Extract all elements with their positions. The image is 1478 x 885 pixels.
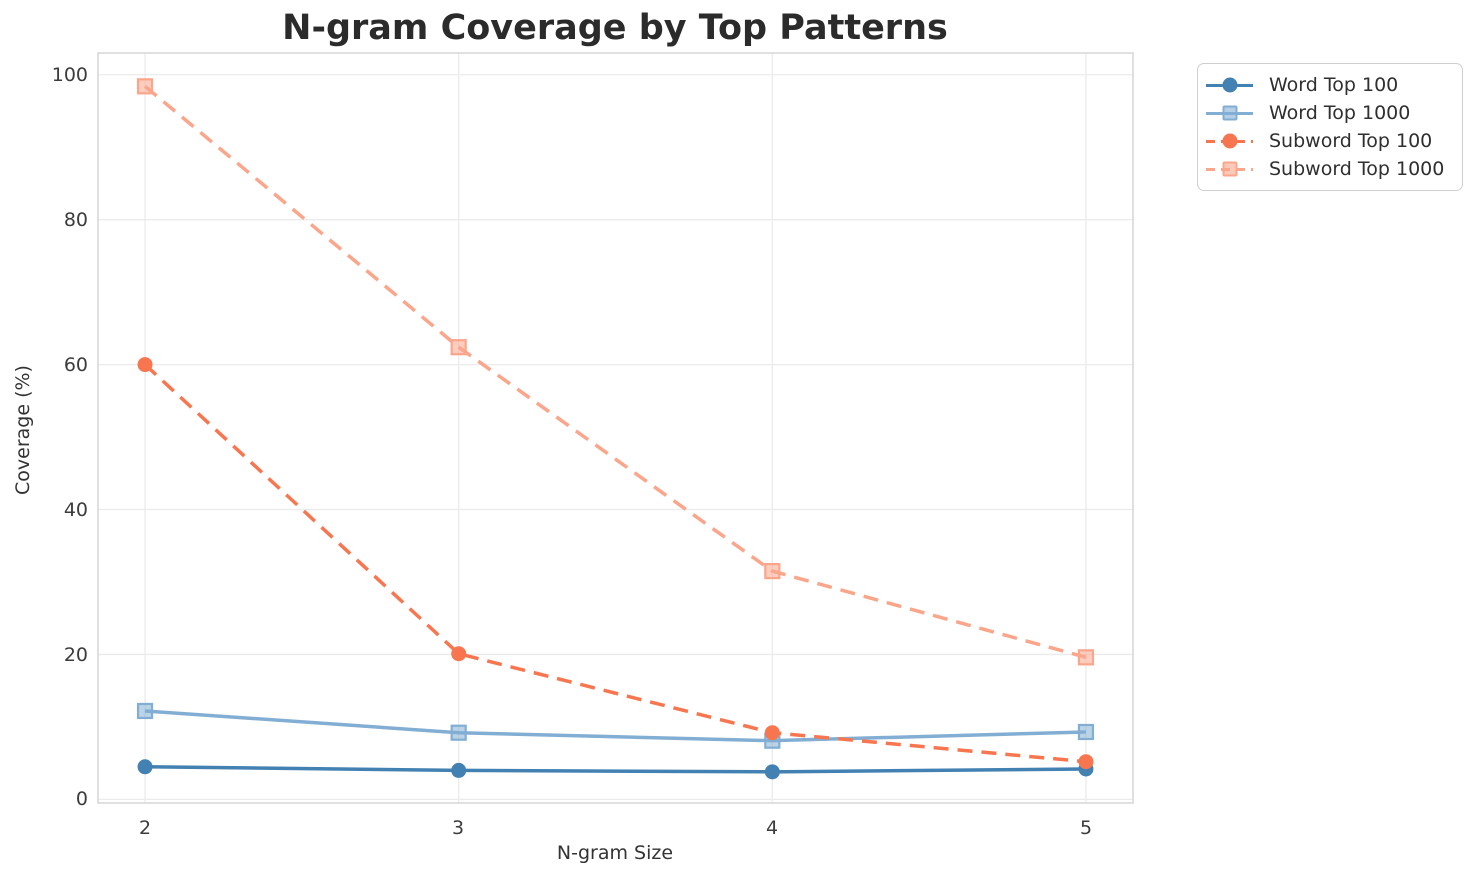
y-tick-label-20: 20: [63, 644, 88, 666]
square-marker: [1077, 723, 1095, 741]
y-tick-label-60: 60: [63, 354, 88, 376]
circle-marker-icon: [1222, 133, 1237, 149]
x-tick-label-5: 5: [1079, 817, 1093, 839]
series-line: [143, 363, 1087, 764]
square-marker-icon: [1222, 105, 1237, 121]
square-marker: [136, 78, 154, 95]
legend-item-subword-top-100: Subword Top 100: [1206, 127, 1452, 155]
square-marker: [764, 563, 781, 580]
legend-label: Word Top 1000: [1269, 102, 1411, 124]
legend: Word Top 100 Word Top 1000 Subword Top 1…: [1197, 63, 1463, 191]
y-tick-label-80: 80: [63, 209, 88, 231]
series-line: [144, 709, 1087, 743]
x-tick-label-2: 2: [138, 817, 152, 839]
circle-marker: [451, 762, 467, 778]
x-tick-label-4: 4: [765, 817, 779, 839]
square-marker: [450, 339, 467, 356]
series-line: [145, 765, 1086, 774]
x-axis-label: N-gram Size: [556, 842, 674, 864]
y-axis-label: Coverage (%): [12, 365, 34, 495]
square-marker-icon: [1222, 161, 1237, 177]
legend-label: Word Top 100: [1269, 74, 1399, 96]
legend-sample-subword-top-1000: [1206, 161, 1253, 177]
legend-label: Subword Top 1000: [1269, 158, 1445, 180]
legend-item-word-top-1000: Word Top 1000: [1206, 99, 1452, 127]
square-marker: [1077, 649, 1095, 666]
circle-marker: [451, 646, 467, 662]
chart-title: N-gram Coverage by Top Patterns: [282, 8, 948, 48]
plot-border: [97, 52, 1134, 804]
circle-marker: [1078, 754, 1094, 770]
square-marker: [450, 724, 467, 741]
circle-marker: [137, 759, 153, 775]
legend-label: Subword Top 100: [1269, 130, 1433, 152]
y-tick-label-0: 0: [75, 788, 88, 810]
square-marker: [136, 702, 154, 720]
legend-sample-word-top-100: [1206, 77, 1253, 93]
circle-marker-icon: [1222, 77, 1237, 93]
series-line: [143, 84, 1087, 660]
x-tick-label-3: 3: [451, 817, 465, 839]
y-tick-label-40: 40: [63, 499, 88, 521]
legend-sample-subword-top-100: [1206, 133, 1253, 149]
y-tick-label-100: 100: [51, 64, 88, 86]
circle-marker: [137, 357, 153, 373]
legend-sample-word-top-1000: [1206, 105, 1253, 121]
legend-item-subword-top-1000: Subword Top 1000: [1206, 155, 1452, 183]
circle-marker: [764, 764, 780, 780]
legend-item-word-top-100: Word Top 100: [1206, 71, 1452, 99]
circle-marker: [764, 725, 780, 741]
